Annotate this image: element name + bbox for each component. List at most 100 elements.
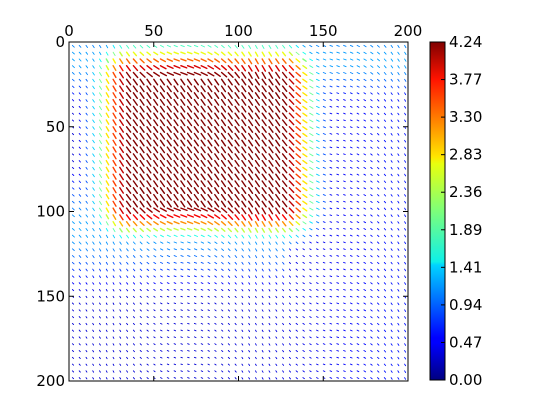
quiver-arrow xyxy=(255,255,258,259)
quiver-arrow xyxy=(105,85,110,91)
quiver-arrow xyxy=(248,241,251,245)
quiver-arrow xyxy=(275,316,278,319)
quiver-arrow xyxy=(241,180,247,188)
quiver-arrow xyxy=(343,268,346,271)
quiver-arrow xyxy=(139,105,145,113)
quiver-arrow xyxy=(207,78,213,86)
quiver-arrow xyxy=(207,316,210,318)
quiver-arrow xyxy=(336,194,340,196)
quiver-arrow xyxy=(261,322,264,326)
quiver-arrow xyxy=(275,248,278,252)
quiver-arrow xyxy=(180,126,186,133)
quiver-arrow xyxy=(193,119,200,127)
quiver-arrow xyxy=(92,187,95,191)
quiver-arrow xyxy=(119,356,122,360)
quiver-arrow xyxy=(159,214,167,219)
quiver-arrow xyxy=(180,146,186,154)
quiver-arrow xyxy=(370,356,373,359)
quiver-arrow xyxy=(275,227,279,233)
quiver-arrow xyxy=(241,139,247,147)
quiver-arrow xyxy=(200,112,206,120)
quiver-arrow xyxy=(186,166,193,174)
quiver-arrow xyxy=(153,302,156,305)
quiver-arrow xyxy=(268,92,274,100)
quiver-arrow xyxy=(247,166,254,174)
quiver-arrow xyxy=(397,343,400,346)
quiver-arrow xyxy=(159,173,166,181)
quiver-arrow xyxy=(316,200,320,204)
quiver-arrow xyxy=(234,322,237,326)
quiver-arrow xyxy=(268,261,271,265)
quiver-arrow xyxy=(112,180,117,187)
quiver-arrow xyxy=(193,220,201,225)
quiver-arrow xyxy=(221,275,224,278)
quiver-arrow xyxy=(180,193,186,201)
quiver-arrow xyxy=(302,146,308,151)
quiver-arrow xyxy=(85,350,88,353)
quiver-arrow xyxy=(383,112,387,116)
quiver-arrow xyxy=(105,44,109,49)
quiver-arrow xyxy=(261,58,266,65)
quiver-arrow xyxy=(159,159,166,167)
quiver-arrow xyxy=(112,377,115,380)
quiver-arrow xyxy=(316,153,320,156)
quiver-arrow xyxy=(390,99,393,102)
quiver-arrow xyxy=(193,112,200,120)
quiver-arrow xyxy=(126,248,129,252)
quiver-arrow xyxy=(268,78,274,86)
quiver-arrow xyxy=(309,370,312,373)
quiver-arrow xyxy=(166,343,170,345)
quiver-arrow xyxy=(241,261,244,265)
quiver-arrow xyxy=(336,58,340,61)
quiver-arrow xyxy=(132,261,136,265)
quiver-arrow xyxy=(404,322,407,326)
quiver-arrow xyxy=(85,78,88,82)
quiver-arrow xyxy=(132,309,135,312)
quiver-arrow xyxy=(119,275,122,279)
quiver-arrow xyxy=(214,214,221,220)
quiver-arrow xyxy=(377,228,380,231)
quiver-arrow xyxy=(119,71,125,79)
quiver-arrow xyxy=(261,85,267,93)
quiver-arrow xyxy=(112,234,116,239)
quiver-arrow xyxy=(119,146,125,154)
quiver-arrow xyxy=(248,295,251,299)
quiver-arrow xyxy=(336,173,340,176)
quiver-arrow xyxy=(234,44,238,49)
quiver-arrow xyxy=(112,193,117,201)
quiver-arrow xyxy=(160,289,163,291)
quiver-arrow xyxy=(295,139,302,145)
quiver-arrow xyxy=(119,173,125,181)
quiver-arrow xyxy=(356,207,360,210)
quiver-arrow xyxy=(146,377,149,380)
quiver-arrow xyxy=(193,64,201,69)
quiver-arrow xyxy=(71,160,75,163)
quiver-arrow xyxy=(146,227,152,232)
quiver-arrow xyxy=(241,153,247,161)
quiver-arrow xyxy=(78,356,81,359)
quiver-arrow xyxy=(281,146,288,154)
quiver-arrow xyxy=(207,343,210,345)
colorbar-tick-label: 1.89 xyxy=(449,221,482,239)
quiver-arrow xyxy=(302,241,306,244)
quiver-arrow xyxy=(78,133,81,136)
quiver-arrow xyxy=(214,71,221,78)
quiver-arrow xyxy=(343,343,346,345)
quiver-arrow xyxy=(397,119,400,123)
quiver-arrow xyxy=(397,153,400,156)
quiver-arrow xyxy=(268,132,274,140)
quiver-arrow xyxy=(281,180,288,187)
quiver-arrow xyxy=(295,322,298,325)
quiver-arrow xyxy=(166,139,172,147)
quiver-arrow xyxy=(99,207,102,212)
quiver-arrow xyxy=(153,336,156,339)
quiver-arrow xyxy=(166,200,172,208)
quiver-arrow xyxy=(241,126,247,133)
quiver-arrow xyxy=(85,173,88,177)
quiver-arrow xyxy=(288,126,295,133)
quiver-arrow xyxy=(119,112,125,120)
quiver-arrow xyxy=(92,316,95,319)
quiver-arrow xyxy=(343,99,346,101)
quiver-arrow xyxy=(247,112,254,120)
quiver-arrow xyxy=(207,214,215,219)
